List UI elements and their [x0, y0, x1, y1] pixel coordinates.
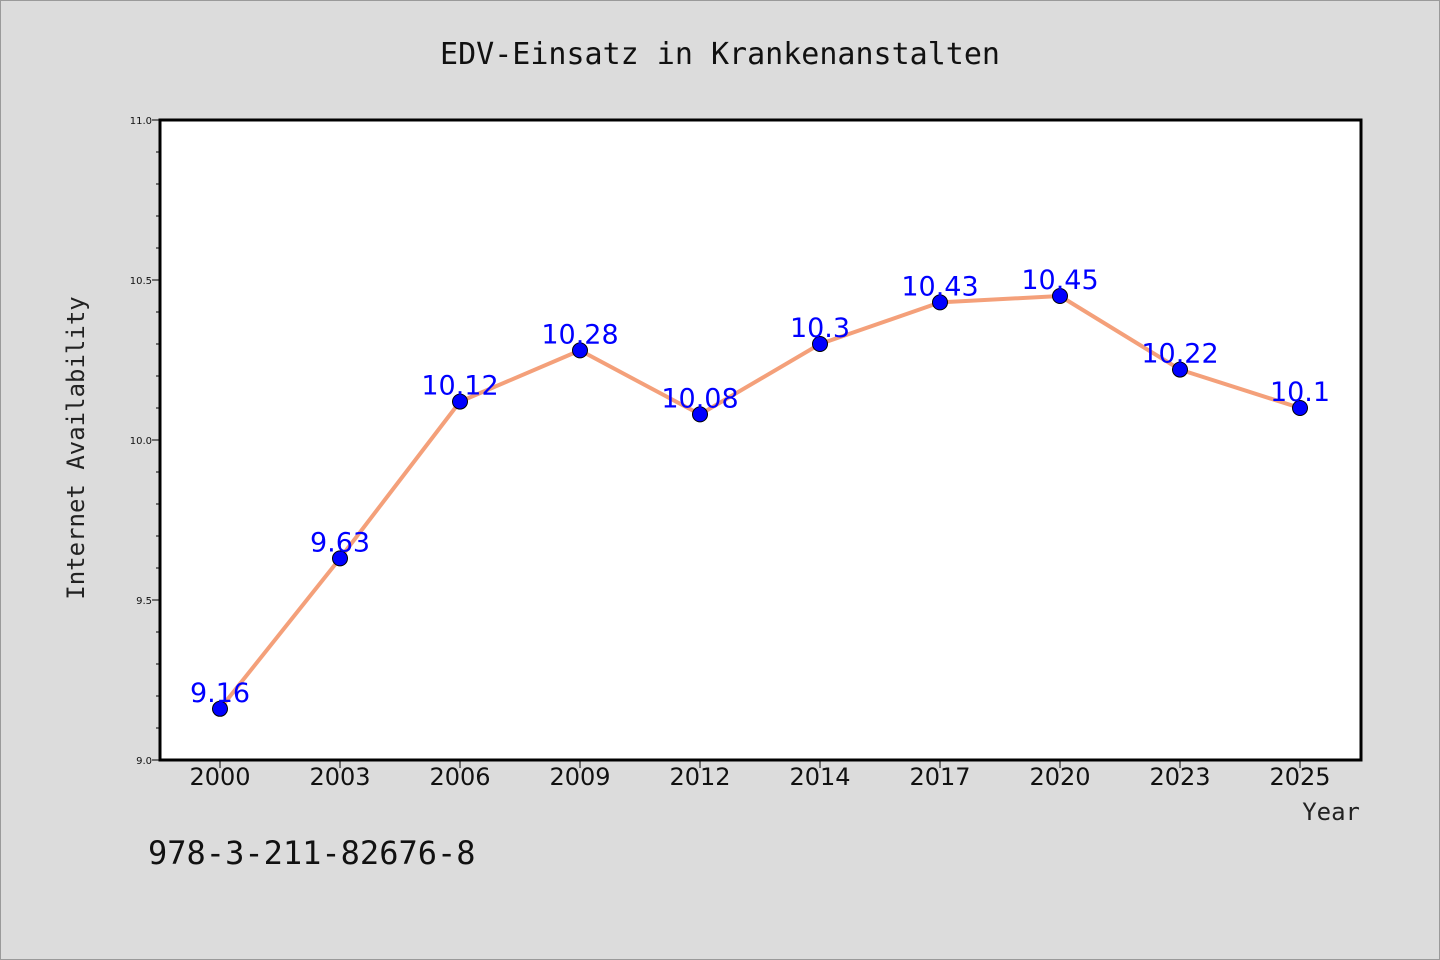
x-axis-label: Year: [1302, 798, 1360, 826]
data-label: 9.16: [190, 678, 250, 709]
x-tick-label: 2017: [909, 763, 970, 791]
isbn-text: 978-3-211-82676-8: [148, 834, 476, 872]
y-tick-label: 10.5: [130, 276, 152, 287]
y-axis-label: Internet Availability: [62, 296, 90, 599]
y-tick-label: 11.0: [130, 116, 152, 127]
data-label: 10.3: [790, 313, 850, 344]
x-tick-label: 2000: [189, 763, 250, 791]
x-tick-label: 2020: [1029, 763, 1090, 791]
plot-border: [158, 118, 1363, 762]
data-label: 10.22: [1141, 339, 1218, 370]
chart-title: EDV-Einsatz in Krankenanstalten: [440, 37, 1000, 72]
x-tick-label: 2012: [669, 763, 730, 791]
data-label: 10.45: [1021, 265, 1098, 296]
data-label: 10.08: [661, 383, 738, 414]
x-tick-label: 2009: [549, 763, 610, 791]
y-tick-label: 9.5: [136, 596, 152, 607]
x-tick-label: 2014: [789, 763, 850, 791]
data-point-marker: [572, 342, 588, 359]
y-axis: 9.0 9.5 10.0 10.5 11.0: [130, 116, 160, 767]
data-point-marker: [1292, 400, 1308, 416]
data-point-marker: [212, 700, 228, 717]
x-axis: 2000 2003 2006 2009 2012 2014 2017 2020 2023 2025: [189, 760, 1331, 791]
data-point-marker: [332, 550, 348, 567]
x-tick-label: 2003: [309, 763, 370, 791]
x-tick-label: 2023: [1149, 763, 1210, 791]
plot-area: [160, 120, 1361, 760]
data-point-marker: [692, 406, 708, 423]
y-tick-label: 9.0: [136, 756, 152, 767]
data-point-marker: [932, 294, 948, 311]
data-point-marker: [1052, 288, 1068, 304]
y-tick-label: 10.0: [130, 436, 152, 447]
series-line: [218, 294, 1301, 711]
data-label: 10.28: [541, 319, 618, 350]
data-label-layer: 9.16 9.63 10.12 10.28 10.08 10.3 10.43 10.45 10.…: [190, 265, 1330, 709]
data-label: 10.43: [901, 271, 978, 302]
data-label: 10.12: [421, 371, 498, 402]
data-label: 10.1: [1270, 377, 1330, 408]
data-point-marker: [1172, 361, 1188, 378]
data-point-marker: [812, 336, 828, 352]
x-tick-label: 2025: [1269, 763, 1330, 791]
x-tick-label: 2006: [429, 763, 490, 791]
series-layer: [212, 288, 1308, 717]
data-point-marker: [452, 393, 468, 410]
data-label: 9.63: [310, 527, 370, 558]
